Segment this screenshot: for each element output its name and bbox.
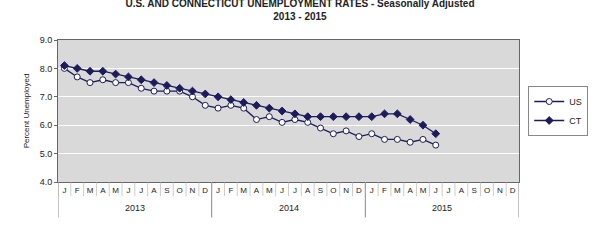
svg-text:A: A bbox=[254, 186, 260, 195]
svg-text:M: M bbox=[394, 186, 401, 195]
svg-text:N: N bbox=[497, 186, 503, 195]
svg-text:J: J bbox=[447, 186, 451, 195]
svg-text:J: J bbox=[216, 186, 220, 195]
svg-text:2013: 2013 bbox=[125, 203, 145, 213]
svg-text:S: S bbox=[164, 186, 169, 195]
svg-text:U.S. AND CONNECTICUT UNEMPLOYM: U.S. AND CONNECTICUT UNEMPLOYMENT RATES … bbox=[125, 0, 474, 22]
svg-text:J: J bbox=[434, 186, 438, 195]
svg-text:J: J bbox=[280, 186, 284, 195]
svg-text:M: M bbox=[112, 186, 119, 195]
svg-text:M: M bbox=[87, 186, 94, 195]
svg-text:F: F bbox=[382, 186, 387, 195]
svg-text:US: US bbox=[569, 97, 582, 107]
svg-text:F: F bbox=[228, 186, 233, 195]
svg-text:4.0: 4.0 bbox=[40, 177, 53, 187]
svg-text:A: A bbox=[407, 186, 413, 195]
svg-text:O: O bbox=[330, 186, 336, 195]
svg-text:J: J bbox=[139, 186, 143, 195]
svg-text:J: J bbox=[62, 186, 66, 195]
svg-text:F: F bbox=[75, 186, 80, 195]
svg-text:A: A bbox=[151, 186, 157, 195]
svg-text:6.0: 6.0 bbox=[40, 120, 53, 130]
svg-text:D: D bbox=[510, 186, 516, 195]
svg-text:CT: CT bbox=[569, 116, 581, 126]
svg-text:A: A bbox=[100, 186, 106, 195]
svg-text:A: A bbox=[305, 186, 311, 195]
svg-text:M: M bbox=[240, 186, 247, 195]
svg-text:9.0: 9.0 bbox=[40, 35, 53, 45]
svg-text:J: J bbox=[370, 186, 374, 195]
svg-text:O: O bbox=[177, 186, 183, 195]
svg-text:8.0: 8.0 bbox=[40, 64, 53, 74]
svg-text:J: J bbox=[126, 186, 130, 195]
svg-text:A: A bbox=[459, 186, 465, 195]
svg-text:N: N bbox=[343, 186, 349, 195]
svg-text:M: M bbox=[266, 186, 273, 195]
svg-text:2015: 2015 bbox=[432, 203, 452, 213]
svg-text:N: N bbox=[190, 186, 196, 195]
svg-text:2014: 2014 bbox=[279, 203, 299, 213]
svg-text:Percent Unemployed: Percent Unemployed bbox=[22, 74, 31, 149]
svg-text:D: D bbox=[202, 186, 208, 195]
svg-text:O: O bbox=[484, 186, 490, 195]
svg-text:D: D bbox=[356, 186, 362, 195]
svg-text:S: S bbox=[472, 186, 477, 195]
svg-text:5.0: 5.0 bbox=[40, 149, 53, 159]
svg-text:M: M bbox=[420, 186, 427, 195]
svg-text:S: S bbox=[318, 186, 323, 195]
svg-text:J: J bbox=[293, 186, 297, 195]
svg-text:7.0: 7.0 bbox=[40, 92, 53, 102]
